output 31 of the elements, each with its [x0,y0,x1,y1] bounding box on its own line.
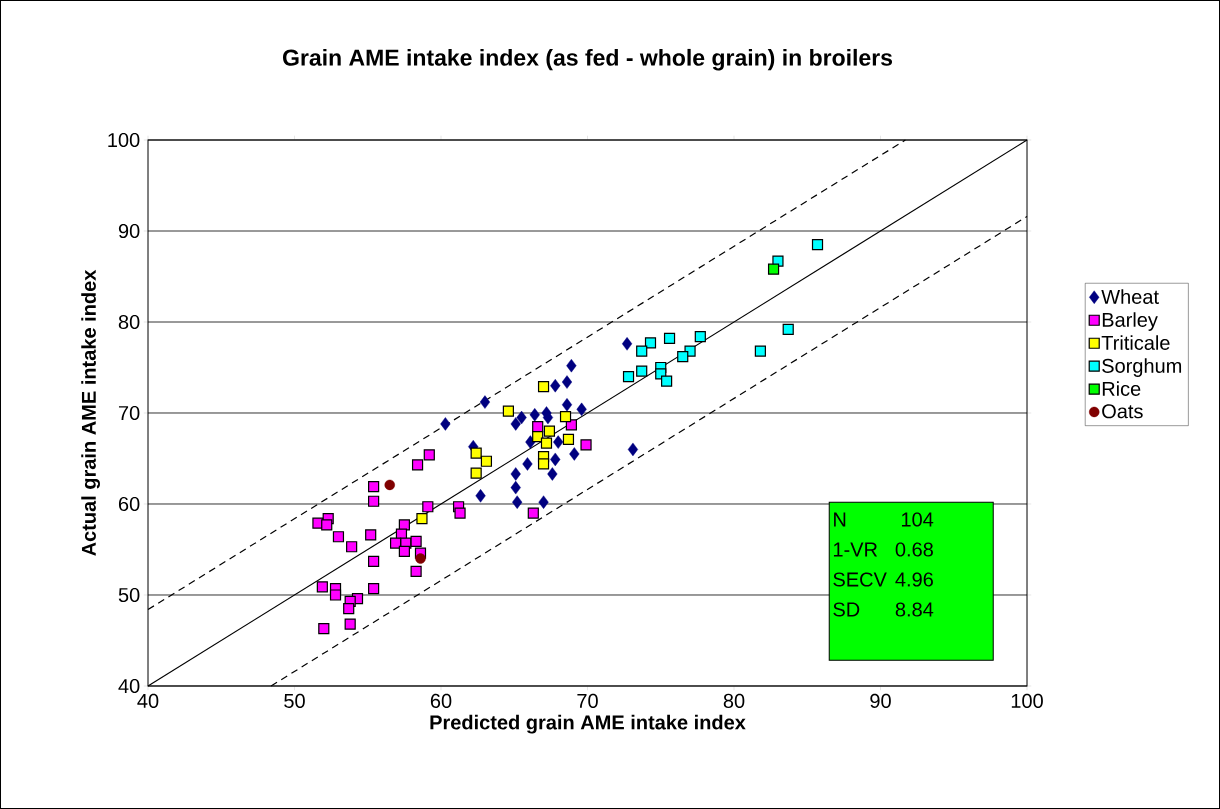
annotation: 1-VR [833,542,878,557]
annotation: 8.84 [895,602,934,617]
annotation: SD [833,602,860,617]
y-tick-label: 80 [118,314,140,330]
x-axis-title: Predicted grain AME intake index [430,714,746,734]
annotation: 104 [901,512,934,527]
x-tick-label: 80 [723,693,745,708]
x-tick-label: 100 [1011,693,1043,708]
annotation: 0.68 [895,542,933,557]
annotation: N [834,512,846,527]
x-tick-label: 60 [430,693,452,708]
y-tick-label: 70 [118,405,140,421]
annotation: SECV [833,572,887,587]
y-tick-label: 50 [118,587,140,603]
legend-label: Triticale [1101,335,1170,350]
x-tick-label: 70 [577,693,598,708]
legend-label: Wheat [1101,289,1159,304]
legend-label: Rice [1102,381,1141,396]
x-tick-label: 50 [284,693,305,708]
annotation: 4.96 [895,572,933,587]
y-tick-label: 100 [108,132,140,148]
x-tick-label: 40 [137,693,159,708]
legend-label: Oats [1102,404,1143,419]
x-tick-label: 90 [870,693,891,708]
y-tick-label: 40 [118,678,140,694]
y-tick-label: 60 [118,496,140,512]
legend-label: Sorghum [1102,358,1182,377]
chart-title: Grain AME intake index (as fed - whole grain) in broilers [283,48,893,71]
y-axis-title: Actual grain AME intake index [81,269,100,556]
legend-label: Barley [1102,312,1158,331]
y-tick-label: 90 [118,223,140,239]
